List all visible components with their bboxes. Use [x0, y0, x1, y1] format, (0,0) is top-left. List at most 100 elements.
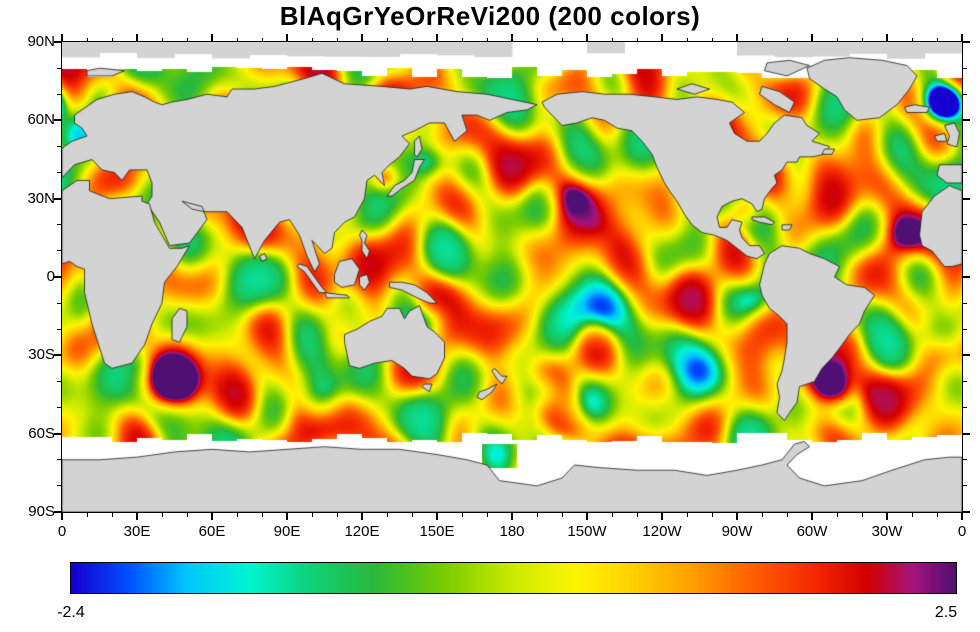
axis-tick-mark — [57, 485, 61, 487]
axis-tick-mark — [736, 513, 738, 520]
axis-tick-mark — [963, 67, 967, 69]
axis-tick-mark — [286, 513, 288, 520]
axis-tick-mark — [561, 38, 563, 42]
axis-tick-mark — [786, 513, 788, 517]
axis-tick-mark — [963, 93, 967, 95]
x-tick-label: 30W — [871, 523, 903, 540]
axis-tick-mark — [286, 34, 288, 41]
x-tick-label: 30E — [123, 523, 151, 540]
axis-tick-mark — [963, 302, 967, 304]
axis-tick-mark — [361, 34, 363, 41]
axis-tick-mark — [161, 38, 163, 42]
axis-tick-mark — [586, 513, 588, 520]
y-tick-label: 0 — [46, 268, 55, 285]
axis-tick-mark — [963, 250, 967, 252]
axis-tick-mark — [57, 250, 61, 252]
axis-tick-mark — [536, 513, 538, 517]
colorbar — [70, 562, 957, 594]
x-tick-label: 120E — [344, 523, 380, 540]
axis-tick-mark — [57, 407, 61, 409]
axis-tick-mark — [236, 38, 238, 42]
axis-tick-mark — [811, 34, 813, 41]
x-tick-label: 0 — [57, 523, 67, 540]
axis-tick-mark — [886, 513, 888, 520]
axis-tick-mark — [86, 513, 88, 517]
axis-tick-mark — [836, 38, 838, 42]
axis-tick-mark — [586, 34, 588, 41]
y-tick-label: 60N — [27, 111, 55, 129]
axis-tick-mark — [511, 513, 513, 520]
axis-tick-mark — [861, 38, 863, 42]
axis-tick-mark — [963, 485, 967, 487]
y-tick-label: 60S — [28, 424, 55, 442]
axis-tick-mark — [236, 513, 238, 517]
colorbar-max-label: 2.5 — [934, 604, 958, 621]
axis-tick-mark — [311, 38, 313, 42]
x-tick-label: 0 — [957, 523, 967, 540]
axis-tick-mark — [963, 511, 970, 513]
axis-tick-mark — [361, 513, 363, 520]
axis-tick-mark — [411, 38, 413, 42]
axis-tick-mark — [886, 34, 888, 41]
y-tick-label: 30N — [27, 189, 55, 207]
axis-tick-mark — [611, 38, 613, 42]
axis-tick-mark — [536, 38, 538, 42]
axis-tick-mark — [636, 38, 638, 42]
axis-tick-mark — [561, 513, 563, 517]
axis-tick-mark — [57, 328, 61, 330]
axis-tick-mark — [711, 513, 713, 517]
axis-tick-mark — [963, 224, 967, 226]
axis-tick-mark — [636, 513, 638, 517]
axis-tick-mark — [963, 354, 970, 357]
map-plot-frame — [61, 41, 963, 513]
axis-tick-mark — [611, 513, 613, 517]
page-title: BlAqGrYeOrReVi200 (200 colors) — [279, 1, 701, 31]
axis-tick-mark — [57, 302, 61, 304]
y-tick-label: 90S — [28, 503, 55, 520]
axis-tick-mark — [54, 511, 61, 513]
axis-tick-mark — [963, 328, 967, 330]
x-tick-label: 90W — [721, 523, 753, 540]
axis-tick-mark — [711, 38, 713, 42]
axis-tick-mark — [661, 513, 663, 520]
axis-tick-mark — [511, 34, 513, 41]
axis-tick-mark — [436, 34, 438, 41]
axis-tick-mark — [486, 513, 488, 517]
axis-tick-mark — [86, 38, 88, 42]
axis-tick-mark — [761, 38, 763, 42]
axis-tick-mark — [961, 513, 963, 520]
axis-tick-mark — [786, 38, 788, 42]
axis-tick-mark — [686, 38, 688, 42]
axis-tick-mark — [386, 38, 388, 42]
axis-tick-mark — [486, 38, 488, 42]
axis-tick-mark — [54, 119, 61, 122]
axis-tick-mark — [54, 354, 61, 357]
axis-tick-mark — [411, 513, 413, 517]
x-tick-label: 60W — [796, 523, 828, 540]
axis-tick-mark — [936, 513, 938, 517]
axis-tick-mark — [661, 34, 663, 41]
axis-tick-mark — [186, 38, 188, 42]
axis-tick-mark — [336, 513, 338, 517]
axis-tick-mark — [111, 38, 113, 42]
axis-tick-mark — [61, 34, 63, 41]
axis-tick-mark — [54, 432, 61, 435]
axis-tick-mark — [57, 172, 61, 174]
colorbar-min-label: -2.4 — [57, 604, 85, 621]
axis-tick-mark — [136, 513, 138, 520]
axis-tick-mark — [911, 38, 913, 42]
colorbar-gradient-canvas — [71, 563, 956, 593]
axis-tick-mark — [936, 38, 938, 42]
axis-tick-mark — [811, 513, 813, 520]
axis-tick-mark — [386, 513, 388, 517]
axis-tick-mark — [311, 513, 313, 517]
axis-tick-mark — [54, 276, 61, 278]
y-tick-label: 90N — [27, 33, 55, 50]
axis-tick-mark — [963, 459, 967, 461]
x-tick-label: 150W — [567, 523, 607, 540]
axis-tick-mark — [54, 197, 61, 200]
x-tick-label: 90E — [273, 523, 301, 540]
axis-tick-mark — [261, 513, 263, 517]
axis-tick-mark — [761, 513, 763, 517]
